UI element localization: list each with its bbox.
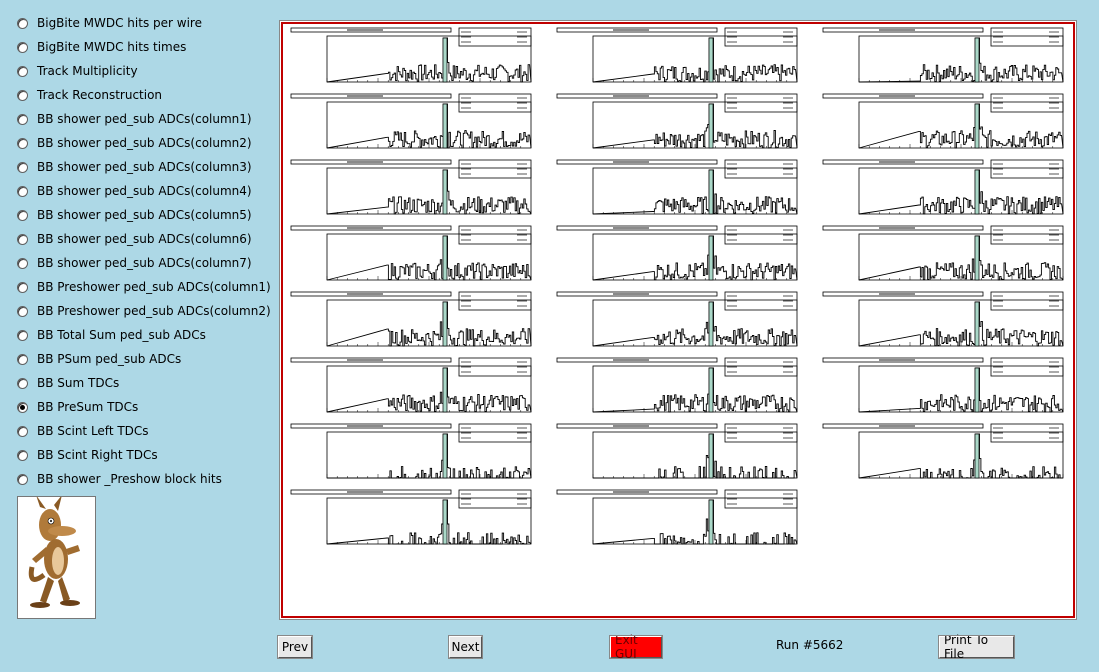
histogram-grid [290,27,1064,545]
next-button[interactable]: Next [448,635,483,659]
radio-unselected-icon[interactable] [17,41,28,53]
histogram-pad [290,93,532,149]
menu-item-13[interactable]: BB Preshower ped_sub ADCs(column2) [17,302,271,320]
menu-item-label: BigBite MWDC hits per wire [37,16,202,30]
menu-item-label: BB Total Sum ped_sub ADCs [37,328,206,342]
histogram-pad [556,489,798,545]
histogram-pad [822,93,1064,149]
menu-item-15[interactable]: BB PSum ped_sub ADCs [17,350,181,368]
menu-item-6[interactable]: BB shower ped_sub ADCs(column2) [17,134,252,152]
histogram-pad [556,423,798,479]
radio-unselected-icon[interactable] [17,377,28,389]
menu-item-11[interactable]: BB shower ped_sub ADCs(column7) [17,254,252,272]
histogram-pad [822,225,1064,281]
menu-item-label: BigBite MWDC hits times [37,40,187,54]
menu-item-label: BB shower ped_sub ADCs(column4) [37,184,252,198]
radio-unselected-icon[interactable] [17,305,28,317]
histogram-pad [290,27,532,83]
menu-item-10[interactable]: BB shower ped_sub ADCs(column6) [17,230,252,248]
menu-item-18[interactable]: BB Scint Left TDCs [17,422,149,440]
histogram-pad [290,423,532,479]
histogram-pad [556,357,798,413]
radio-unselected-icon[interactable] [17,161,28,173]
menu-item-label: BB Scint Left TDCs [37,424,149,438]
radio-unselected-icon[interactable] [17,89,28,101]
menu-item-3[interactable]: Track Multiplicity [17,62,138,80]
menu-item-label: BB Scint Right TDCs [37,448,158,462]
menu-item-14[interactable]: BB Total Sum ped_sub ADCs [17,326,206,344]
menu-item-label: Track Reconstruction [37,88,163,102]
menu-item-label: BB PSum ped_sub ADCs [37,352,182,366]
menu-item-label: BB shower ped_sub ADCs(column5) [37,208,252,222]
histogram-pad [290,357,532,413]
menu-item-label: BB Preshower ped_sub ADCs(column1) [37,280,271,294]
menu-item-label: BB PreSum TDCs [37,400,139,414]
menu-item-19[interactable]: BB Scint Right TDCs [17,446,158,464]
menu-item-9[interactable]: BB shower ped_sub ADCs(column5) [17,206,252,224]
prev-button[interactable]: Prev [277,635,313,659]
menu-item-label: BB Sum TDCs [37,376,120,390]
histogram-pad [822,159,1064,215]
print-to-file-button[interactable]: Print To File [938,633,1015,661]
histogram-pad [556,93,798,149]
menu-item-label: BB Preshower ped_sub ADCs(column2) [37,304,271,318]
menu-item-label: BB shower ped_sub ADCs(column3) [37,160,252,174]
radio-unselected-icon[interactable] [17,185,28,197]
menu-item-7[interactable]: BB shower ped_sub ADCs(column3) [17,158,252,176]
menu-item-12[interactable]: BB Preshower ped_sub ADCs(column1) [17,278,271,296]
histogram-pad [290,291,532,347]
radio-unselected-icon[interactable] [17,425,28,437]
histogram-pad [822,357,1064,413]
menu-item-20[interactable]: BB shower _Preshow block hits [17,470,222,488]
menu-item-label: Track Multiplicity [37,64,138,78]
menu-item-label: BB shower ped_sub ADCs(column1) [37,112,252,126]
radio-unselected-icon[interactable] [17,353,28,365]
menu-item-label: BB shower ped_sub ADCs(column2) [37,136,252,150]
histogram-pad [290,225,532,281]
canvas-border [281,22,1075,618]
menu-item-5[interactable]: BB shower ped_sub ADCs(column1) [17,110,252,128]
menu-item-label: BB shower ped_sub ADCs(column7) [37,256,252,270]
histogram-pad [556,291,798,347]
menu-item-17[interactable]: BB PreSum TDCs [17,398,138,416]
coyote-logo [17,495,96,619]
histogram-canvas [279,20,1077,620]
histogram-pad [290,159,532,215]
radio-unselected-icon[interactable] [17,281,28,293]
histogram-pad [556,27,798,83]
menu-item-label: BB shower _Preshow block hits [37,472,222,486]
radio-unselected-icon[interactable] [17,209,28,221]
exit-gui-button[interactable]: Exit GUI [609,633,663,661]
menu-item-2[interactable]: BigBite MWDC hits times [17,38,186,56]
radio-unselected-icon[interactable] [17,113,28,125]
run-number-label: Run #5662 [776,638,844,652]
radio-unselected-icon[interactable] [17,329,28,341]
menu-item-8[interactable]: BB shower ped_sub ADCs(column4) [17,182,252,200]
histogram-pad [290,489,532,545]
menu-item-4[interactable]: Track Reconstruction [17,86,162,104]
radio-unselected-icon[interactable] [17,137,28,149]
radio-unselected-icon[interactable] [17,17,28,29]
radio-selected-icon[interactable] [17,401,28,413]
radio-unselected-icon[interactable] [17,233,28,245]
histogram-pad [556,225,798,281]
menu-item-label: BB shower ped_sub ADCs(column6) [37,232,252,246]
menu-item-16[interactable]: BB Sum TDCs [17,374,119,392]
histogram-pad [822,423,1064,479]
histogram-pad [822,27,1064,83]
histogram-pad [556,159,798,215]
menu-item-1[interactable]: BigBite MWDC hits per wire [17,14,202,32]
radio-unselected-icon[interactable] [17,257,28,269]
radio-unselected-icon[interactable] [17,65,28,77]
histogram-pad [822,291,1064,347]
radio-unselected-icon[interactable] [17,473,28,485]
radio-unselected-icon[interactable] [17,449,28,461]
